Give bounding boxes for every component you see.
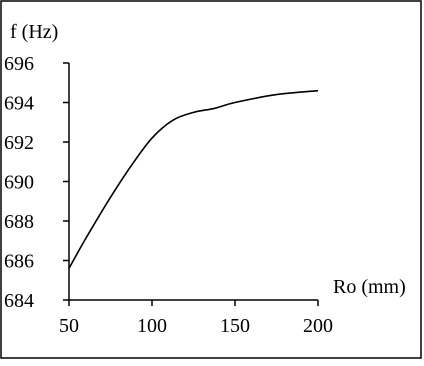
series-line [68,89,319,269]
x-axis-ticks: 50 100 150 200 [59,300,333,337]
chart-border [0,0,422,359]
x-tick-label: 50 [59,315,79,337]
y-tick-label: 688 [4,211,34,233]
y-tick-label: 690 [4,172,34,194]
x-tick-label: 200 [303,315,333,337]
y-tick-label: 694 [4,93,34,115]
y-tick-label: 696 [4,53,34,75]
y-axis-label: f (Hz) [10,21,58,43]
x-tick-label: 100 [137,315,167,337]
y-tick-label: 684 [4,290,34,312]
x-axis-label: Ro (mm) [333,276,406,298]
y-axis-ticks: 684 686 688 690 692 694 696 [4,53,69,312]
y-tick-label: 686 [4,251,34,273]
y-tick-label: 692 [4,132,34,154]
x-tick-label: 150 [220,315,250,337]
